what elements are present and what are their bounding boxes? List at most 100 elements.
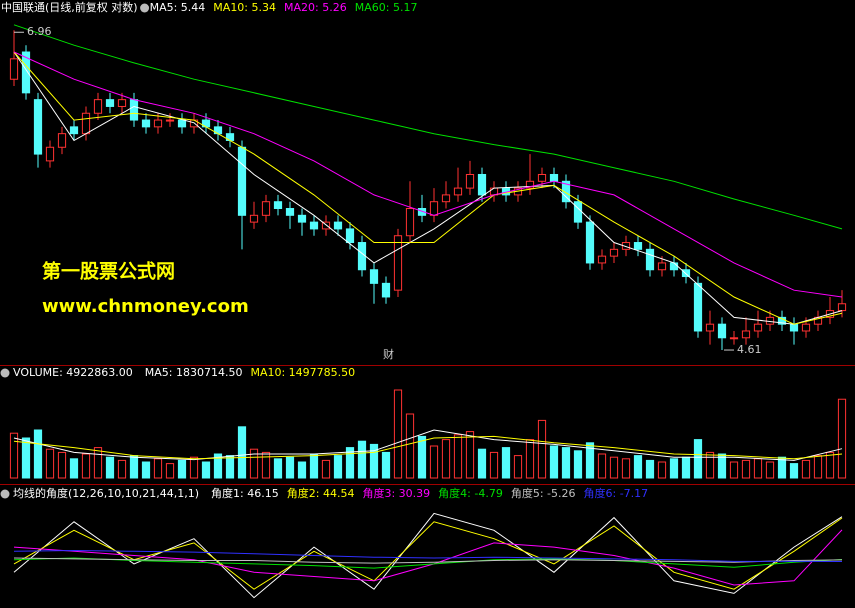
- volume-bar: [33, 429, 43, 479]
- chart-title: 中国联通(日线,前复权 对数): [1, 0, 138, 14]
- candle-body: [57, 133, 67, 148]
- candle-body: [345, 228, 355, 244]
- indicator-line: [13, 517, 843, 590]
- volume-bar: [201, 461, 211, 479]
- candle-body: [105, 99, 115, 107]
- indicator-line: [13, 549, 843, 562]
- volume-bar: [465, 431, 475, 479]
- legend-entry: 角度2: 44.54: [287, 486, 355, 500]
- candle-body: [369, 269, 379, 284]
- volume-bar: [681, 456, 691, 479]
- volume-bar: [93, 447, 103, 479]
- volume-bar: [741, 459, 751, 479]
- candle-body: [693, 282, 703, 332]
- volume-bar: [405, 413, 415, 479]
- candle-body: [441, 194, 451, 203]
- candle-body: [573, 201, 583, 223]
- volume-bar: [165, 463, 175, 479]
- volume-bar: [81, 453, 91, 479]
- volume-bar: [237, 426, 247, 479]
- volume-bar: [633, 455, 643, 479]
- candle-body: [381, 282, 391, 298]
- candle-body: [33, 99, 43, 155]
- ma-line: [13, 51, 843, 298]
- annotation: 4.61: [737, 343, 762, 356]
- volume-bar: [333, 455, 343, 479]
- ma-line: [13, 24, 843, 230]
- volume-ma-line: [13, 429, 843, 461]
- volume-bar: [597, 453, 607, 479]
- candle-body: [537, 173, 547, 182]
- candle-body: [357, 242, 367, 271]
- volume-bar: [477, 448, 487, 479]
- candle-body: [393, 235, 403, 291]
- indicator-line: [13, 557, 843, 569]
- volume-bar: [729, 461, 739, 479]
- volume-bar: [717, 453, 727, 479]
- candle-body: [309, 221, 319, 230]
- volume-bar: [621, 458, 631, 479]
- legend-entry: MA10: 5.34: [213, 1, 276, 14]
- candle-body: [477, 173, 487, 196]
- candle-body: [717, 323, 727, 339]
- legend-entry: MA60: 5.17: [355, 1, 418, 14]
- volume-bar: [141, 461, 151, 479]
- candle-body: [93, 99, 103, 114]
- candle-body: [165, 119, 175, 122]
- candle-body: [81, 112, 91, 135]
- volume-bar: [225, 455, 235, 479]
- candle-body: [837, 303, 847, 312]
- watermark: 第一股票公式网: [42, 260, 175, 283]
- settings-icon[interactable]: [0, 489, 10, 499]
- volume-bar: [273, 458, 283, 479]
- volume-bar: [213, 453, 223, 479]
- candle-body: [45, 146, 55, 162]
- volume-bar: [525, 439, 535, 479]
- legend-entry: 角度3: 30.39: [362, 486, 430, 500]
- volume-bar: [393, 389, 403, 479]
- candle-body: [141, 119, 151, 128]
- volume-bar: [45, 448, 55, 479]
- candle-body: [285, 208, 295, 216]
- candle-body: [657, 262, 667, 271]
- candle-body: [621, 242, 631, 250]
- candle-body: [465, 173, 475, 189]
- volume-bar: [513, 455, 523, 479]
- legend-entry: 角度6: -7.17: [584, 486, 649, 500]
- settings-icon[interactable]: [0, 368, 10, 378]
- volume-bar: [249, 448, 259, 479]
- volume-bar: [9, 432, 19, 479]
- volume-bar: [153, 458, 163, 479]
- candle-body: [69, 126, 79, 135]
- candle-body: [705, 323, 715, 332]
- volume-bar: [489, 451, 499, 479]
- legend-entry: MA20: 5.26: [284, 1, 347, 14]
- candle-body: [609, 248, 619, 257]
- candle-body: [633, 242, 643, 250]
- volume-bar: [765, 461, 775, 479]
- volume-bar: [561, 447, 571, 479]
- volume-bar: [813, 455, 823, 479]
- volume-bar: [441, 439, 451, 479]
- watermark: www.chnmoney.com: [42, 296, 249, 317]
- candle-body: [333, 221, 343, 230]
- volume-bar: [69, 458, 79, 479]
- settings-icon[interactable]: [140, 3, 150, 13]
- candle-body: [453, 187, 463, 196]
- candle-body: [237, 146, 247, 216]
- candle-body: [261, 201, 271, 216]
- candle-body: [741, 330, 751, 339]
- candle-body: [585, 221, 595, 264]
- ma-line: [13, 51, 843, 325]
- volume-title: VOLUME: 4922863.00: [13, 366, 133, 379]
- volume-bar: [693, 439, 703, 479]
- candle-body: [669, 262, 679, 271]
- candle-body: [405, 208, 415, 237]
- annotation: 6.96: [27, 25, 52, 38]
- volume-bar: [57, 451, 67, 479]
- volume-bar: [573, 450, 583, 479]
- candle-body: [729, 337, 739, 340]
- indicator-line: [13, 557, 843, 564]
